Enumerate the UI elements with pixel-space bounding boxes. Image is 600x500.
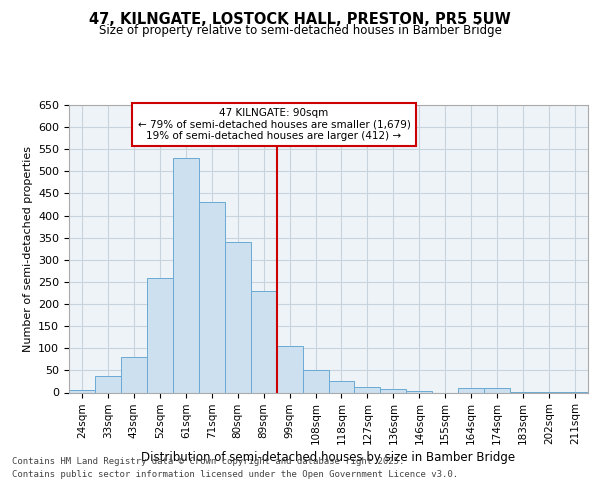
Bar — [458, 388, 484, 392]
Bar — [69, 390, 95, 392]
Bar — [225, 242, 251, 392]
Bar — [302, 370, 329, 392]
Text: 47, KILNGATE, LOSTOCK HALL, PRESTON, PR5 5UW: 47, KILNGATE, LOSTOCK HALL, PRESTON, PR5… — [89, 12, 511, 28]
Bar — [277, 346, 302, 393]
Bar — [329, 380, 355, 392]
Text: 47 KILNGATE: 90sqm
← 79% of semi-detached houses are smaller (1,679)
19% of semi: 47 KILNGATE: 90sqm ← 79% of semi-detache… — [137, 108, 410, 141]
Bar — [95, 376, 121, 392]
Bar — [251, 291, 277, 392]
Text: Contains HM Land Registry data © Crown copyright and database right 2025.: Contains HM Land Registry data © Crown c… — [12, 458, 404, 466]
Bar — [121, 357, 147, 392]
Bar — [380, 389, 406, 392]
X-axis label: Distribution of semi-detached houses by size in Bamber Bridge: Distribution of semi-detached houses by … — [142, 452, 515, 464]
Bar — [147, 278, 173, 392]
Bar — [199, 202, 224, 392]
Y-axis label: Number of semi-detached properties: Number of semi-detached properties — [23, 146, 32, 352]
Bar — [173, 158, 199, 392]
Text: Size of property relative to semi-detached houses in Bamber Bridge: Size of property relative to semi-detach… — [98, 24, 502, 37]
Bar — [406, 390, 432, 392]
Bar — [355, 387, 380, 392]
Text: Contains public sector information licensed under the Open Government Licence v3: Contains public sector information licen… — [12, 470, 458, 479]
Bar — [484, 388, 510, 392]
